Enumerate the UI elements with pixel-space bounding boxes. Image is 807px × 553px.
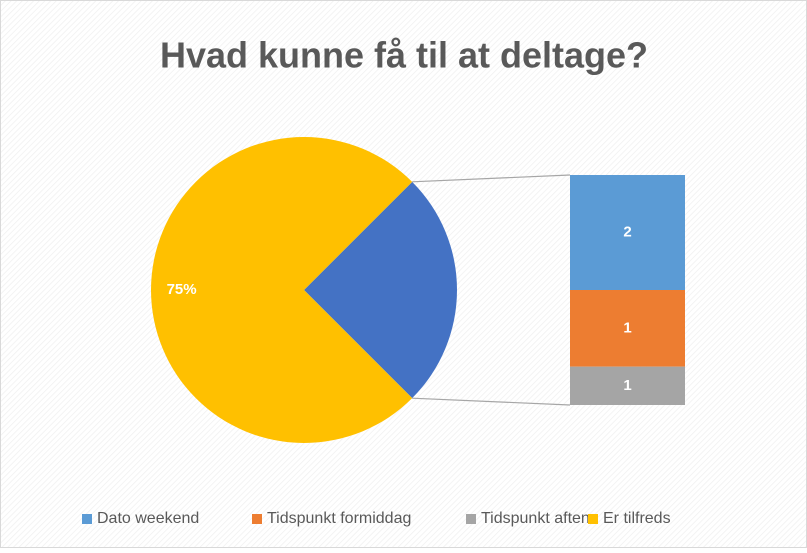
bar-label: 1 xyxy=(623,319,631,336)
bar-segment xyxy=(570,366,685,405)
bar-segment xyxy=(570,175,685,290)
connector xyxy=(412,397,571,406)
legend-label: Dato weekend xyxy=(97,510,199,527)
connector xyxy=(412,174,571,183)
legend-label: Er tilfreds xyxy=(603,510,671,527)
chart-title: Hvad kunne få til at deltage? xyxy=(160,35,648,76)
legend-swatch xyxy=(82,514,92,524)
bar-label: 1 xyxy=(623,377,631,394)
legend-label: Tidspunkt aften xyxy=(481,510,590,527)
pie-slice xyxy=(304,181,457,399)
bar-segment xyxy=(570,290,685,367)
pie-slice xyxy=(151,136,413,443)
legend-swatch xyxy=(466,514,476,524)
bar-label: 2 xyxy=(623,223,631,240)
legend-label: Tidspunkt formiddag xyxy=(267,510,411,527)
legend-swatch xyxy=(252,514,262,524)
legend-swatch xyxy=(588,514,598,524)
pie-label: 75% xyxy=(167,281,197,298)
